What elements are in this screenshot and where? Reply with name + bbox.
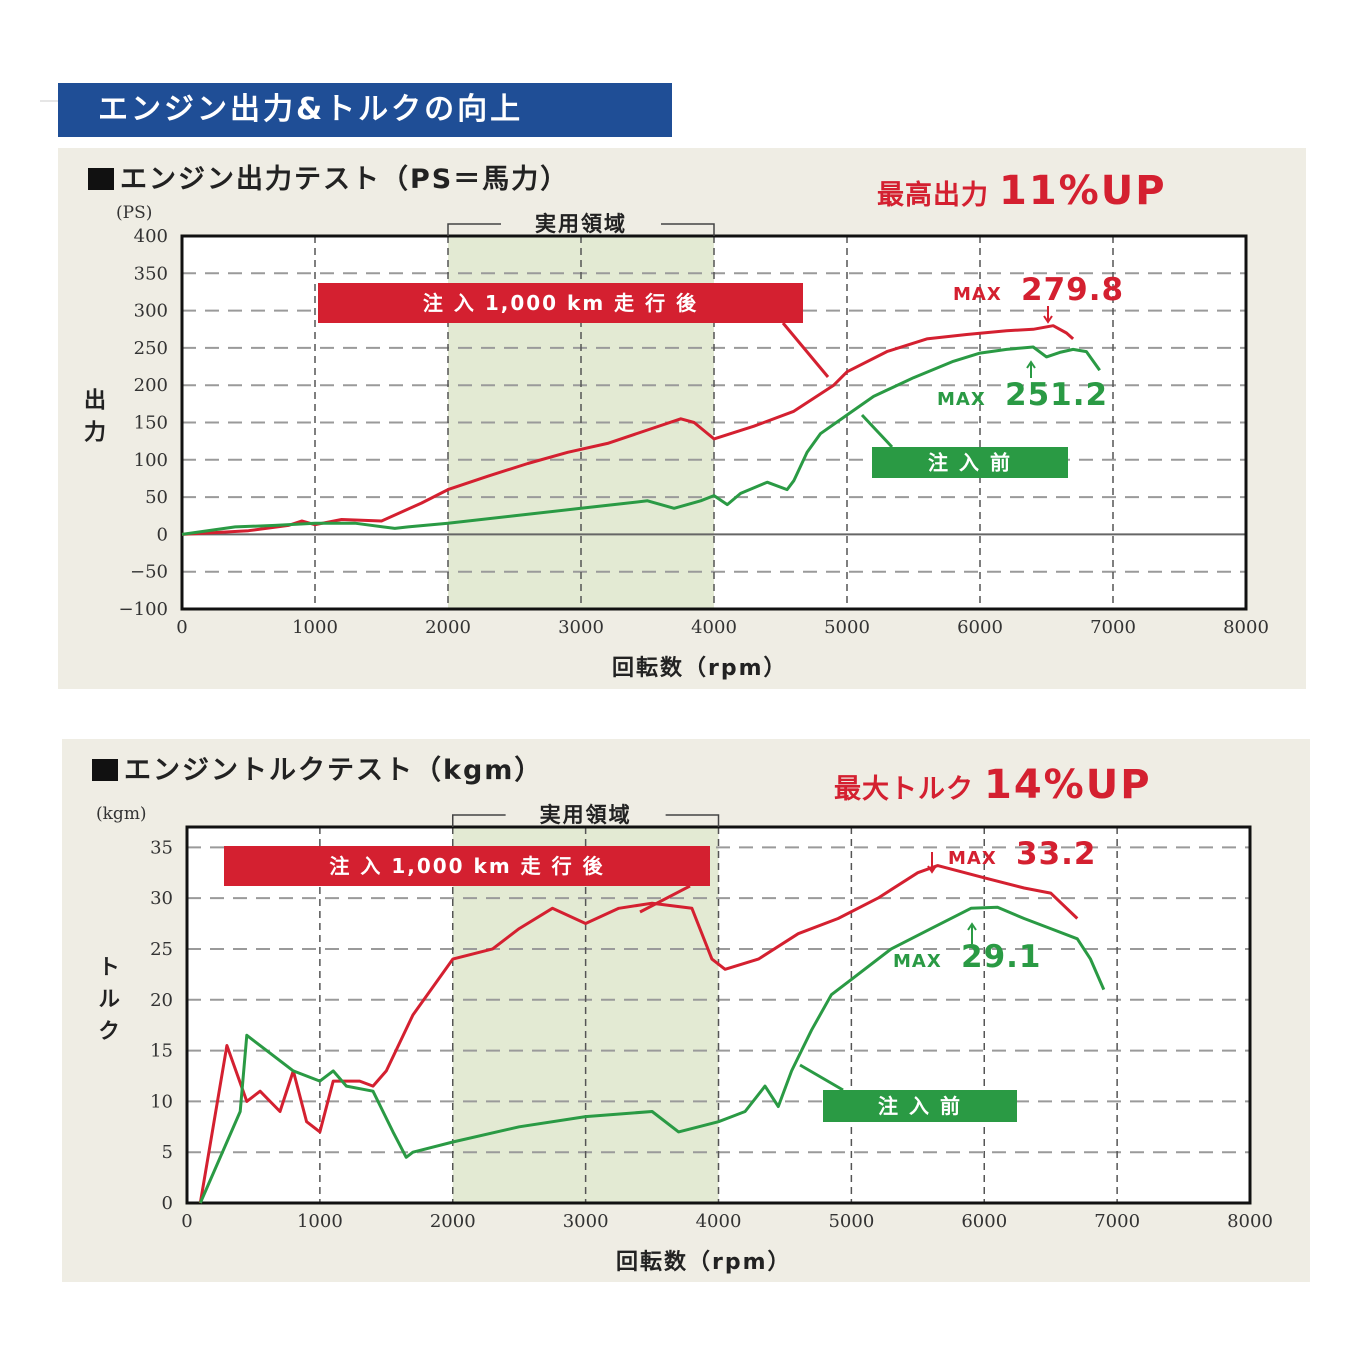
- max-before-arrow: [1026, 360, 1036, 378]
- power-panel-title: エンジン出力テスト（PS＝馬力）: [88, 157, 569, 196]
- x-tick-label: 4000: [691, 617, 737, 638]
- torque-headline: 最大トルク 14%UP: [834, 762, 1152, 808]
- band-label: 実用領域: [535, 212, 627, 236]
- header-rule: [40, 100, 60, 102]
- x-tick-label: 3000: [563, 1211, 609, 1232]
- after-series-line: [181, 324, 1075, 536]
- torque-unit: (kgm): [96, 804, 147, 824]
- torque-panel-title: エンジントルクテスト（kgm）: [92, 748, 543, 787]
- page-title: エンジン出力&トルクの向上: [58, 83, 672, 137]
- x-tick-label: 8000: [1223, 617, 1269, 638]
- max-after-arrow: [1043, 306, 1053, 324]
- max-after-prefix: MAX: [953, 284, 1002, 305]
- x-tick-label: 1000: [297, 1211, 343, 1232]
- after-label-text: 注 入 1,000 km 走 行 後: [423, 291, 698, 315]
- after-label-box: [224, 846, 710, 886]
- torque-headline-label: 最大トルク: [834, 774, 974, 805]
- band-bracket: [452, 814, 720, 827]
- y-tick-label: 30: [150, 888, 173, 909]
- y-tick-label: 15: [150, 1041, 173, 1062]
- x-tick-label: 6000: [961, 1211, 1007, 1232]
- y-tick-label: 100: [134, 450, 168, 471]
- y-tick-label: 25: [150, 939, 173, 960]
- max-before-value: 29.1: [961, 939, 1042, 975]
- after-label-text: 注 入 1,000 km 走 行 後: [329, 854, 604, 878]
- before-series-line: [198, 905, 1106, 1204]
- before-label-text: 注 入 前: [878, 1094, 962, 1118]
- max-after-value: 279.8: [1021, 272, 1124, 308]
- x-tick-label: 0: [176, 617, 187, 638]
- power-x-axis-title: 回転数（rpm）: [612, 656, 788, 681]
- y-tick-label: 200: [134, 375, 168, 396]
- x-tick-label: 0: [181, 1211, 192, 1232]
- max-before-prefix: MAX: [937, 389, 986, 410]
- square-bullet-icon: [88, 168, 114, 190]
- x-tick-label: 7000: [1094, 1211, 1140, 1232]
- max-before-prefix: MAX: [893, 951, 942, 972]
- after-series-line: [198, 864, 1079, 1204]
- y-tick-label: −50: [130, 562, 168, 583]
- power-headline-value: 11%UP: [999, 168, 1167, 214]
- y-tick-label: 50: [145, 487, 168, 508]
- power-unit: (PS): [116, 203, 153, 223]
- band-bracket: [447, 223, 715, 236]
- band-label: 実用領域: [540, 803, 632, 827]
- y-tick-label: −100: [119, 599, 168, 620]
- y-tick-label: 20: [150, 990, 173, 1011]
- y-tick-label: 300: [134, 301, 168, 322]
- y-tick-label: 5: [162, 1142, 173, 1163]
- y-tick-label: 0: [157, 524, 168, 545]
- torque-headline-value: 14%UP: [984, 762, 1152, 808]
- x-tick-label: 3000: [558, 617, 604, 638]
- y-tick-label: 10: [150, 1091, 173, 1112]
- x-tick-label: 7000: [1090, 617, 1136, 638]
- y-tick-label: 250: [134, 338, 168, 359]
- x-tick-label: 5000: [828, 1211, 874, 1232]
- after-pointer: [781, 322, 830, 378]
- y-tick-label: 150: [134, 413, 168, 434]
- torque-chart: 35 30 25 20 15 10 5 00 1000 2000 3000 4000 5000 6000 7…: [150, 803, 1273, 1232]
- x-tick-label: 2000: [425, 617, 471, 638]
- power-panel-title-text: エンジン出力テスト（PS＝馬力）: [120, 164, 570, 195]
- before-label-box: [872, 447, 1068, 478]
- x-tick-label: 1000: [292, 617, 338, 638]
- x-tick-label: 5000: [824, 617, 870, 638]
- max-before-arrow: [967, 922, 977, 944]
- before-series-line: [181, 345, 1101, 536]
- before-label-text: 注 入 前: [928, 451, 1012, 475]
- power-headline-label: 最高出力: [877, 180, 989, 211]
- y-tick-label: 400: [134, 226, 168, 247]
- before-pointer: [799, 1063, 844, 1092]
- before-label-box: [823, 1090, 1017, 1122]
- x-tick-label: 2000: [430, 1211, 476, 1232]
- x-tick-label: 6000: [957, 617, 1003, 638]
- after-label-box: [318, 283, 803, 323]
- y-tick-label: 35: [150, 837, 173, 858]
- x-tick-label: 4000: [696, 1211, 742, 1232]
- max-after-value: 33.2: [1016, 836, 1097, 872]
- before-pointer: [860, 413, 894, 449]
- power-headline: 最高出力 11%UP: [877, 168, 1167, 214]
- after-pointer: [639, 884, 691, 914]
- torque-x-axis-title: 回転数（rpm）: [616, 1250, 792, 1275]
- max-after-arrow: [927, 852, 937, 874]
- x-tick-label: 8000: [1227, 1211, 1273, 1232]
- max-before-value: 251.2: [1005, 377, 1108, 413]
- y-tick-label: 0: [162, 1193, 173, 1214]
- torque-y-axis-title: トルク: [94, 955, 119, 1051]
- torque-panel-title-text: エンジントルクテスト（kgm）: [124, 755, 544, 786]
- power-chart: 400 350 300 250 200 150 100 50 0 −50 −100 0 1000 2000…: [119, 212, 1269, 638]
- square-bullet-icon: [92, 759, 118, 781]
- y-tick-label: 350: [134, 263, 168, 284]
- max-after-prefix: MAX: [948, 848, 997, 869]
- power-y-axis-title: 出力: [80, 388, 105, 452]
